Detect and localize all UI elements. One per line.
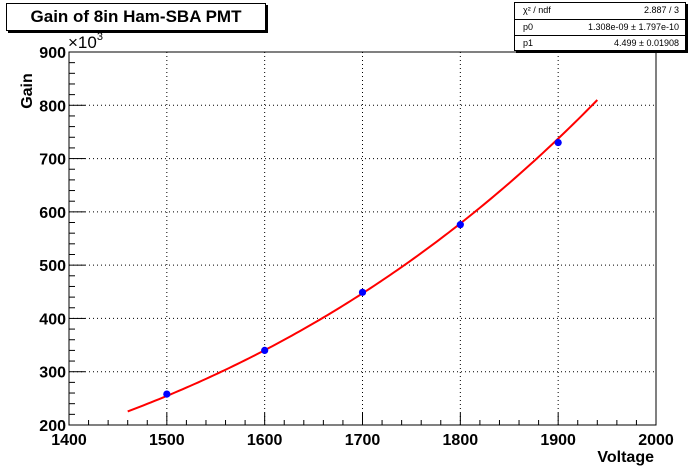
stats-key: p1 [523,38,534,48]
x-tick-labels: 1400 1500 1600 1700 1800 1900 2000 [51,432,674,449]
stats-value: 1.308e-09 ± 1.797e-10 [587,22,679,32]
y-tick-label: 300 [39,365,66,382]
stats-divider [515,35,685,36]
y-tick-label: 500 [39,258,66,275]
y-tick-label: 900 [39,45,66,62]
y-axis-label: Gain [19,73,36,109]
x-tick-label: 1800 [443,432,479,449]
stats-row-p0: p0 1.308e-09 ± 1.797e-10 [515,20,685,35]
x-tick-label: 1900 [540,432,576,449]
stats-key: p0 [523,22,534,32]
stats-row-chi2: χ² / ndf 2.887 / 3 [515,3,685,18]
x-axis-label: Voltage [597,449,654,466]
axis-ticks [68,51,657,426]
stats-divider [515,19,685,20]
stats-key: χ² / ndf [523,5,551,15]
y-tick-label: 600 [39,205,66,222]
y-tick-label: 800 [39,98,66,115]
data-point [358,288,367,296]
data-point [163,390,171,398]
data-points [163,138,562,398]
y-axis-multiplier: ×103 [68,31,103,52]
y-tick-label: 400 [39,311,66,328]
x-tick-label: 1400 [51,432,87,449]
x-tick-label: 1700 [345,432,381,449]
chart-title: Gain of 8in Ham-SBA PMT [6,3,266,31]
y-tick-label: 700 [39,152,66,169]
stats-value: 4.499 ± 0.01908 [614,38,679,48]
data-point [261,346,269,354]
y-tick-labels: 200 300 400 500 600 700 800 900 [39,45,66,435]
data-point [456,221,464,229]
x-tick-label: 2000 [638,432,674,449]
plot-frame [68,51,657,426]
x-tick-label: 1600 [247,432,283,449]
x-tick-label: 1500 [149,432,185,449]
stats-value: 2.887 / 3 [643,5,679,15]
fit-stats-box: χ² / ndf 2.887 / 3 p0 1.308e-09 ± 1.797e… [514,2,686,51]
y-tick-label: 200 [39,418,66,435]
stats-row-p1: p1 4.499 ± 0.01908 [515,36,685,51]
data-point [554,138,562,147]
chart-title-text: Gain of 8in Ham-SBA PMT [30,7,242,26]
